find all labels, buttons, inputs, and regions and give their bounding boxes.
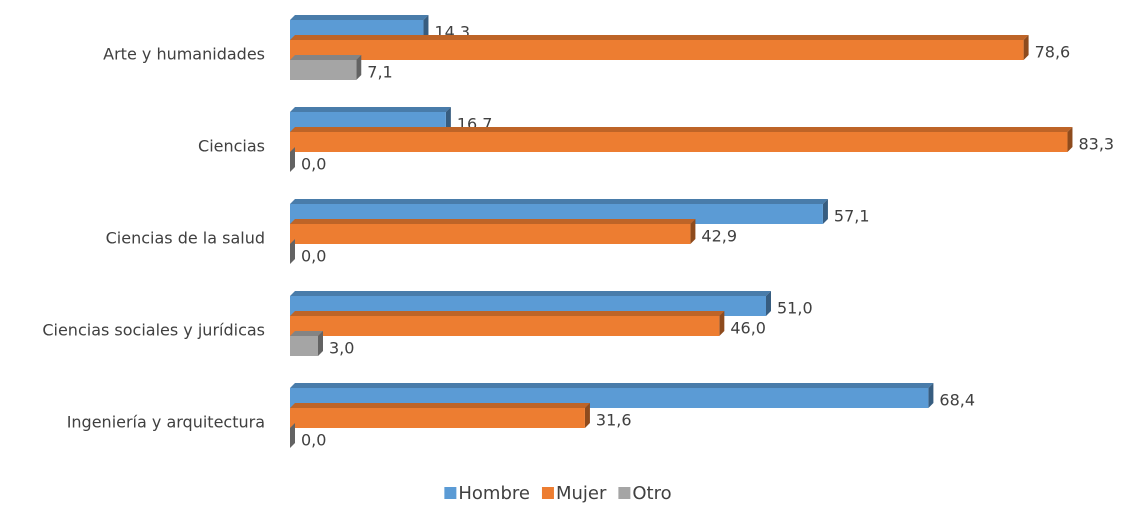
bar-top — [290, 291, 771, 296]
category-label: Arte y humanidades — [103, 45, 265, 64]
value-label: 42,9 — [701, 227, 737, 246]
legend-swatch — [444, 487, 457, 499]
value-label: 46,0 — [730, 319, 766, 338]
value-label: 51,0 — [777, 299, 813, 318]
bar-side — [290, 239, 295, 264]
value-label: 0,0 — [301, 247, 326, 266]
value-label: 83,3 — [1078, 135, 1114, 154]
bar — [290, 239, 295, 264]
bar-side — [584, 403, 590, 428]
bar-side — [290, 423, 295, 448]
bar-top — [290, 15, 429, 20]
category-label: Ingeniería y arquitectura — [67, 413, 265, 432]
bar-side — [719, 311, 725, 336]
category-label: Ciencias sociales y jurídicas — [42, 321, 265, 340]
bar-top — [290, 107, 451, 112]
bar — [290, 147, 295, 172]
bar-top — [290, 219, 696, 224]
value-label: 68,4 — [939, 391, 975, 410]
value-label: 78,6 — [1035, 43, 1071, 62]
bar-side — [928, 383, 934, 408]
value-label: 7,1 — [367, 63, 392, 82]
bar — [290, 423, 295, 448]
bar-top — [290, 35, 1029, 40]
bar-top — [290, 55, 362, 60]
legend-item: Hombre — [444, 483, 530, 504]
bar-side — [356, 55, 362, 80]
category-label: Ciencias de la salud — [106, 229, 265, 248]
bar-side — [318, 331, 323, 356]
bar — [290, 35, 1029, 60]
legend-swatch — [618, 487, 631, 499]
value-label: 3,0 — [329, 339, 354, 358]
bar — [290, 331, 323, 356]
legend-label: Mujer — [556, 483, 607, 504]
bar-front — [290, 40, 1024, 60]
bar-top — [290, 331, 323, 336]
bar-top — [290, 311, 725, 316]
bar-side — [822, 199, 828, 224]
bar-front — [290, 408, 585, 428]
bar-top — [290, 127, 1073, 132]
bar-top — [290, 403, 590, 408]
legend-item: Otro — [618, 483, 672, 504]
legend-swatch — [541, 487, 554, 499]
bar-side — [690, 219, 696, 244]
category-label: Ciencias — [198, 137, 265, 156]
bar — [290, 127, 1073, 152]
value-label: 57,1 — [834, 207, 870, 226]
bar-top — [290, 383, 934, 388]
bar-front — [290, 60, 357, 80]
bar-front — [290, 336, 318, 356]
value-label: 0,0 — [301, 155, 326, 174]
bar — [290, 311, 725, 336]
bar-top — [290, 199, 828, 204]
bar-side — [423, 15, 429, 40]
bar — [290, 219, 696, 244]
bar-side — [1067, 127, 1073, 152]
value-label: 0,0 — [301, 431, 326, 450]
bar — [290, 55, 362, 80]
legend-item: Mujer — [541, 483, 607, 504]
bar — [290, 403, 590, 428]
bar-side — [445, 107, 451, 132]
bar-front — [290, 316, 720, 336]
legend-label: Hombre — [458, 483, 530, 504]
value-label: 31,6 — [596, 411, 632, 430]
bar-front — [290, 224, 691, 244]
bar-side — [1023, 35, 1029, 60]
legend-label: Otro — [632, 483, 671, 504]
bar-side — [290, 147, 295, 172]
bar-front — [290, 132, 1068, 152]
bar-side — [766, 291, 771, 316]
